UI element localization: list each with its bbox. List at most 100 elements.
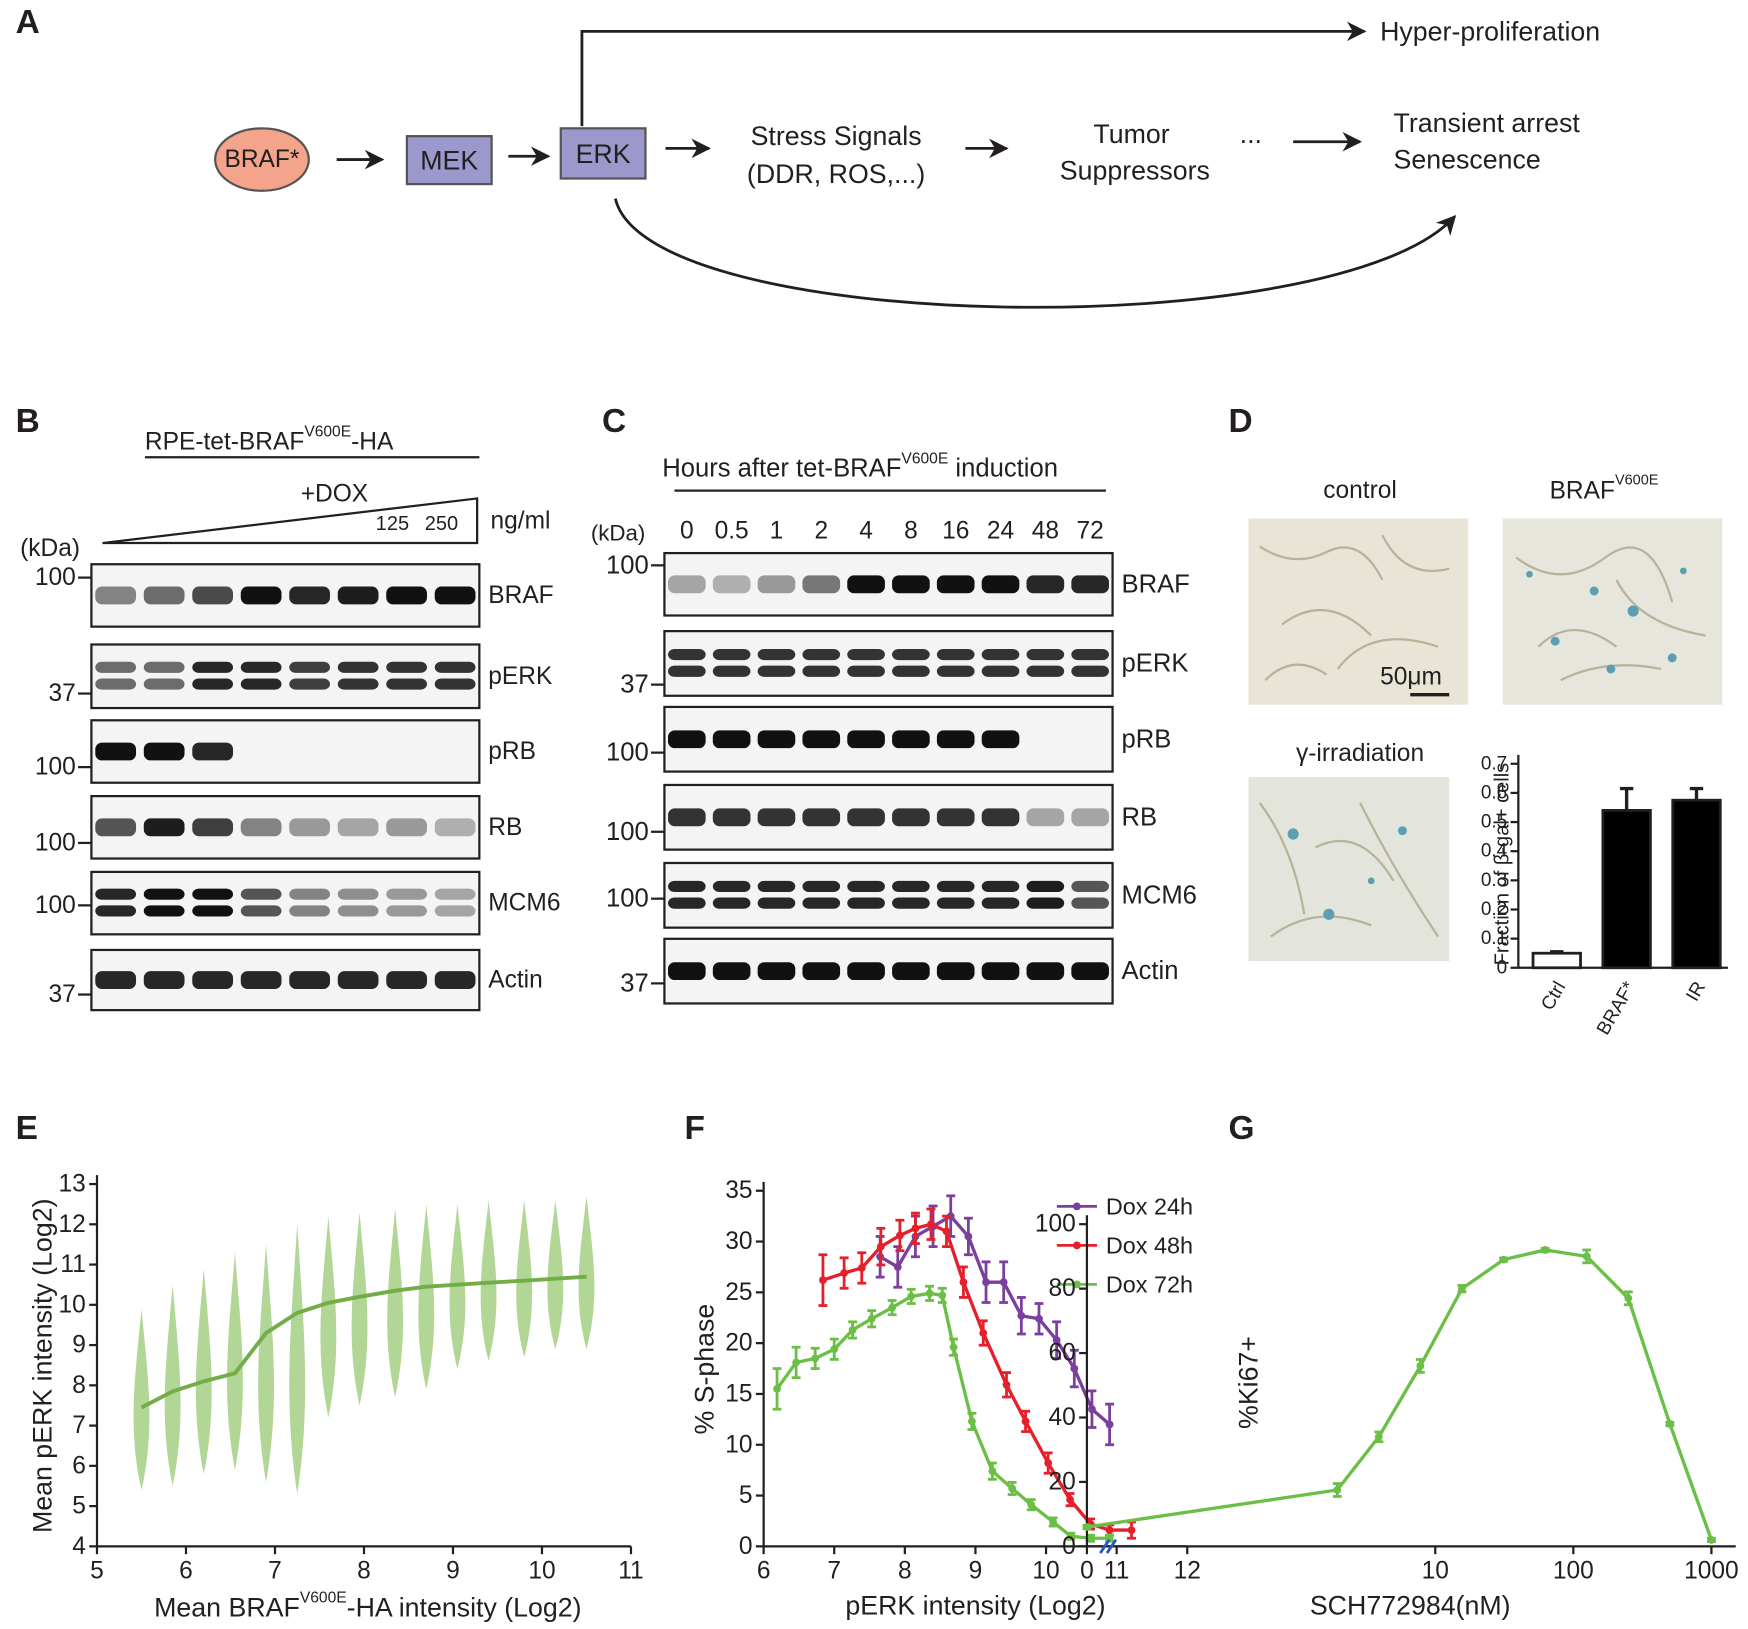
- x-axis-label: pERK intensity (Log2): [845, 1590, 1105, 1620]
- band: [143, 742, 185, 761]
- band: [95, 971, 137, 989]
- point: [1044, 1459, 1053, 1467]
- panel-label: E: [16, 1110, 38, 1147]
- y-tick-label: 10: [59, 1291, 86, 1318]
- point: [1066, 1532, 1075, 1541]
- band: [289, 971, 331, 989]
- band: [981, 730, 1020, 749]
- band: [936, 808, 975, 827]
- x-tick-label: 6: [757, 1557, 771, 1584]
- y-tick-label: 0.7: [1481, 753, 1507, 774]
- band: [143, 586, 185, 605]
- y-axis-label: Fraction of β-gal+ cells: [1492, 763, 1514, 966]
- legend-label: Dox 24h: [1106, 1193, 1193, 1219]
- marker-label: 100: [606, 818, 649, 846]
- trend-line: [140, 1274, 587, 1410]
- x-tick-label: 10: [528, 1557, 555, 1584]
- point: [848, 1326, 857, 1334]
- blot-row-label: Actin: [488, 967, 543, 994]
- band: [847, 730, 885, 749]
- y-tick-label: 7: [72, 1412, 86, 1439]
- axis-break: [1105, 1538, 1118, 1554]
- micrographs: control BRAFV600E γ-irradiation 50μm: [1248, 473, 1723, 962]
- dose: 125: [376, 513, 409, 535]
- band: [192, 888, 234, 900]
- y-tick-label: 11: [60, 1251, 85, 1278]
- band: [712, 880, 751, 892]
- x-tick-label: 12: [1174, 1557, 1201, 1584]
- band: [847, 808, 885, 827]
- band: [434, 905, 476, 917]
- node-label: MEK: [420, 146, 478, 176]
- band: [192, 742, 234, 761]
- band: [95, 888, 137, 900]
- diagram-text: Suppressors: [1060, 156, 1210, 186]
- point: [830, 1345, 839, 1354]
- band: [712, 575, 751, 594]
- band: [434, 818, 476, 837]
- panel-label: F: [684, 1110, 704, 1147]
- point: [925, 1289, 934, 1298]
- band: [892, 897, 930, 909]
- y-axis-label: % S-phase: [690, 1304, 720, 1435]
- band: [1071, 880, 1109, 892]
- band: [192, 971, 234, 989]
- y-tick-label: 100: [1035, 1211, 1076, 1238]
- braf-node: [214, 127, 310, 192]
- legend-marker: [1072, 1280, 1081, 1289]
- point: [907, 1292, 916, 1301]
- point: [911, 1224, 920, 1233]
- y-tick-label: 0: [739, 1533, 753, 1560]
- kda-label: (kDa): [20, 535, 80, 562]
- point: [1665, 1420, 1674, 1428]
- stain-dots: [1287, 567, 1687, 920]
- lane-label: 2: [814, 517, 828, 544]
- blot-title: RPE-tet-BRAFV600E-HA: [145, 423, 394, 455]
- band: [668, 808, 706, 827]
- band: [289, 661, 331, 673]
- band: [192, 905, 234, 917]
- point: [867, 1314, 876, 1323]
- y-tick-label: 0.3: [1481, 870, 1507, 891]
- band: [289, 586, 331, 605]
- band: [1026, 808, 1065, 827]
- band: [143, 905, 185, 917]
- superscript: V600E: [304, 423, 351, 440]
- band: [1071, 575, 1109, 594]
- legend-label: Dox 72h: [1106, 1271, 1193, 1297]
- band: [847, 665, 885, 677]
- marker-label: 100: [35, 564, 76, 591]
- band: [240, 905, 282, 917]
- blot-c-header: Hours after tet-BRAFV600E induction (kDa…: [591, 450, 1106, 546]
- band: [143, 971, 185, 989]
- marker-label: 100: [606, 885, 649, 913]
- image-label: BRAFV600E: [1550, 473, 1659, 505]
- band: [981, 880, 1020, 892]
- band: [143, 661, 185, 673]
- point: [1105, 1420, 1114, 1429]
- legend-label: Dox 48h: [1106, 1232, 1193, 1258]
- band: [668, 648, 706, 661]
- band: [802, 665, 841, 677]
- band: [757, 808, 796, 827]
- band: [936, 962, 975, 981]
- y-tick-label: 15: [725, 1380, 752, 1407]
- point: [1416, 1362, 1425, 1370]
- band: [240, 586, 282, 605]
- band: [802, 575, 841, 594]
- point: [1127, 1526, 1136, 1535]
- band: [892, 808, 930, 827]
- band: [847, 648, 885, 661]
- band: [337, 818, 379, 837]
- x-tick-label: 10: [1032, 1557, 1059, 1584]
- y-tick-label: 0: [1497, 957, 1508, 978]
- band: [240, 888, 282, 900]
- band: [386, 905, 427, 917]
- micrograph-braf: [1502, 518, 1723, 705]
- x-axis-label: Mean BRAFV600E-HA intensity (Log2): [154, 1589, 581, 1623]
- band: [668, 665, 706, 677]
- band: [434, 678, 476, 690]
- point: [1052, 1336, 1061, 1345]
- band: [712, 808, 751, 827]
- point: [1049, 1518, 1058, 1526]
